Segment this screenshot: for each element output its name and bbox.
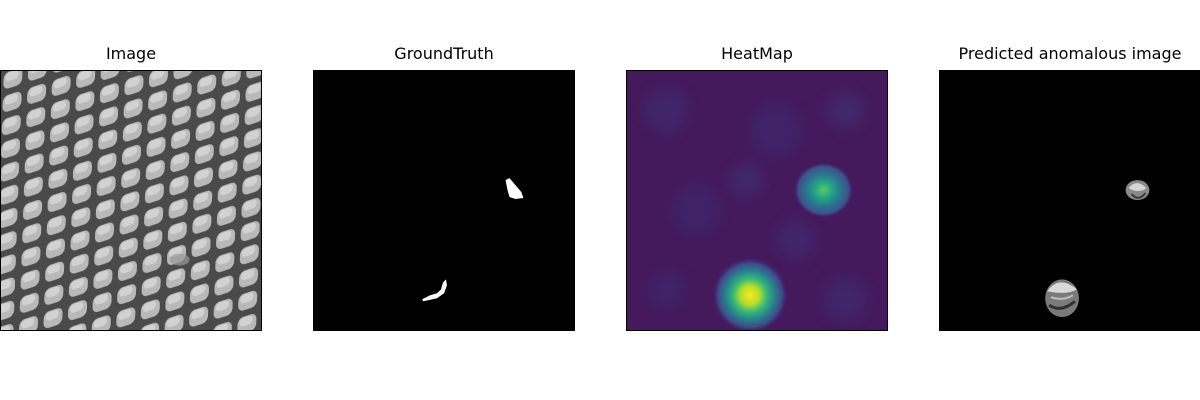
segmented-defects-icon — [940, 71, 1200, 330]
segmented-defect-upper — [1125, 180, 1150, 201]
groundtruth-panel — [313, 70, 575, 331]
image-panel — [0, 70, 262, 331]
heatmap-panel — [626, 70, 888, 331]
predicted-anomalous-panel — [939, 70, 1200, 331]
panel-title-groundtruth: GroundTruth — [394, 44, 494, 63]
panel-title-image: Image — [105, 44, 157, 63]
defect-mask-lower — [422, 279, 447, 302]
metal-grid-texture-icon — [1, 71, 261, 330]
panel-title-predicted: Predicted anomalous image — [958, 44, 1182, 63]
binary-defect-mask-icon — [314, 71, 574, 330]
panel-title-heatmap: HeatMap — [721, 44, 793, 63]
segmented-defect-lower — [1045, 279, 1079, 318]
anomaly-heatmap-icon — [627, 71, 887, 330]
defect-mask-upper — [505, 178, 524, 200]
